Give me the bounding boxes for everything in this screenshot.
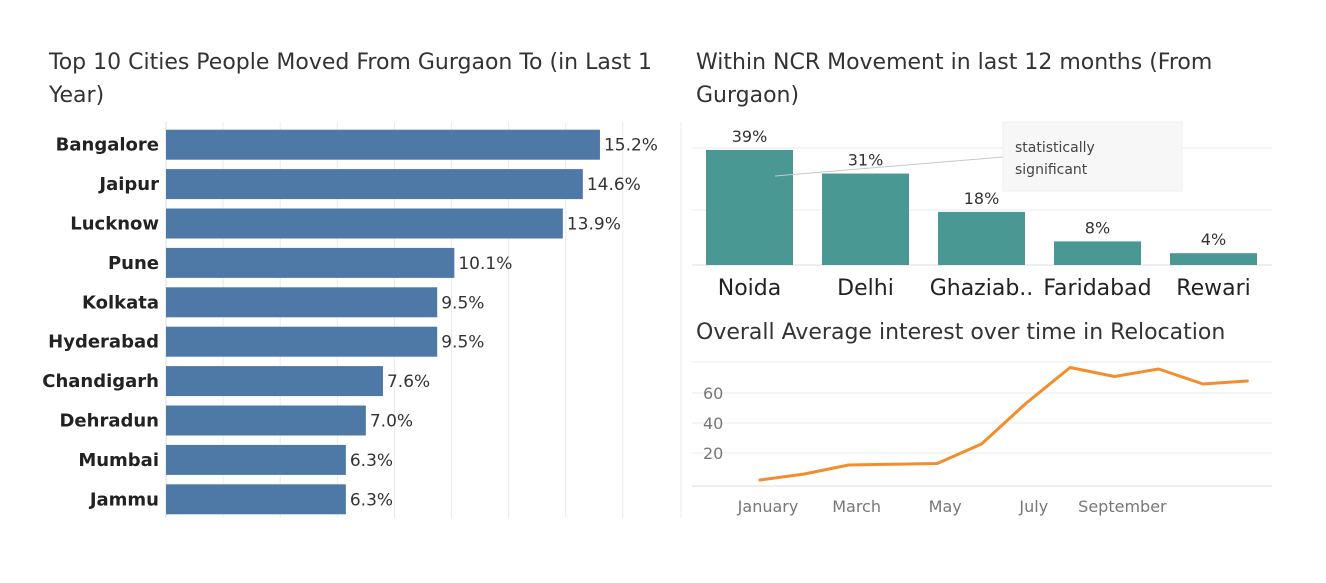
bar-rewari: [1170, 253, 1257, 265]
value-label: 31%: [848, 151, 884, 170]
value-label: 6.3%: [350, 490, 393, 510]
x-tick-label: July: [1018, 497, 1048, 516]
value-label: 10.1%: [458, 254, 512, 274]
chart1-title: Top 10 Cities People Moved From Gurgaon …: [49, 50, 652, 108]
y-tick-label: 20: [703, 444, 723, 463]
value-label: 8%: [1085, 218, 1110, 237]
value-label: 6.3%: [350, 451, 393, 471]
value-label: 14.6%: [587, 175, 641, 195]
bar-chandigarh: [166, 366, 383, 397]
value-label: 13.9%: [567, 215, 621, 235]
value-label: 7.0%: [370, 412, 413, 432]
bar-lucknow: [166, 208, 563, 239]
series-line: [758, 366, 1249, 482]
category-label: Noida: [718, 276, 781, 301]
annotation-connector: [774, 156, 1004, 177]
y-tick-label: 40: [703, 414, 723, 433]
x-tick-label: May: [929, 497, 962, 516]
bar-pune: [166, 247, 455, 278]
category-label: Bangalore: [56, 135, 159, 156]
category-label: Jaipur: [97, 174, 159, 195]
bar-ghaziab: [938, 211, 1025, 265]
annotation-text: statistically: [1015, 140, 1095, 156]
value-label: 4%: [1201, 230, 1226, 249]
value-label: 9.5%: [441, 293, 484, 313]
bar-delhi: [822, 173, 909, 265]
category-label: Pune: [108, 253, 159, 274]
x-tick-label: March: [832, 497, 881, 516]
bar-bangalore: [166, 129, 600, 160]
category-label: Delhi: [837, 276, 894, 301]
interest-line-chart: 20 40 60 January March May July September: [692, 361, 1272, 516]
x-tick-label: January: [737, 497, 799, 516]
value-label: 15.2%: [604, 136, 658, 156]
category-label: Lucknow: [70, 214, 159, 235]
value-label: 9.5%: [441, 333, 484, 353]
category-label: Hyderabad: [48, 332, 159, 353]
category-label: Jammu: [88, 489, 159, 510]
chart2-title: Within NCR Movement in last 12 months (F…: [696, 50, 1213, 108]
bar-faridabad: [1054, 241, 1141, 265]
category-label: Rewari: [1176, 276, 1250, 301]
ncr-bar-chart: 39% Noida 31% Delhi 18% Ghaziab.. 8% Faridabad 4…: [692, 121, 1272, 301]
bar-mumbai: [166, 444, 346, 475]
bar-noida: [706, 149, 793, 265]
bar-jaipur: [166, 169, 583, 200]
value-label: 7.6%: [387, 372, 430, 392]
category-label: Mumbai: [78, 450, 159, 471]
chart3-title: Overall Average interest over time in Re…: [696, 320, 1226, 345]
annotation-text: significant: [1015, 162, 1088, 178]
bar-kolkata: [166, 287, 438, 318]
category-label: Kolkata: [82, 292, 159, 313]
bar-jammu: [166, 484, 346, 515]
x-tick-label: September: [1078, 497, 1167, 516]
y-tick-label: 60: [703, 384, 723, 403]
category-label: Dehradun: [59, 411, 159, 432]
city-bar-chart: Bangalore 15.2% Jaipur 14.6% Lucknow 13.9% Pun…: [42, 122, 658, 518]
value-label: 18%: [964, 189, 1000, 208]
category-label: Faridabad: [1043, 276, 1151, 301]
bar-dehradun: [166, 405, 366, 436]
bar-hyderabad: [166, 326, 438, 357]
category-label: Chandigarh: [42, 371, 159, 392]
category-label: Ghaziab..: [930, 276, 1034, 301]
annotation-box: [1002, 121, 1183, 192]
value-label: 39%: [732, 127, 768, 146]
